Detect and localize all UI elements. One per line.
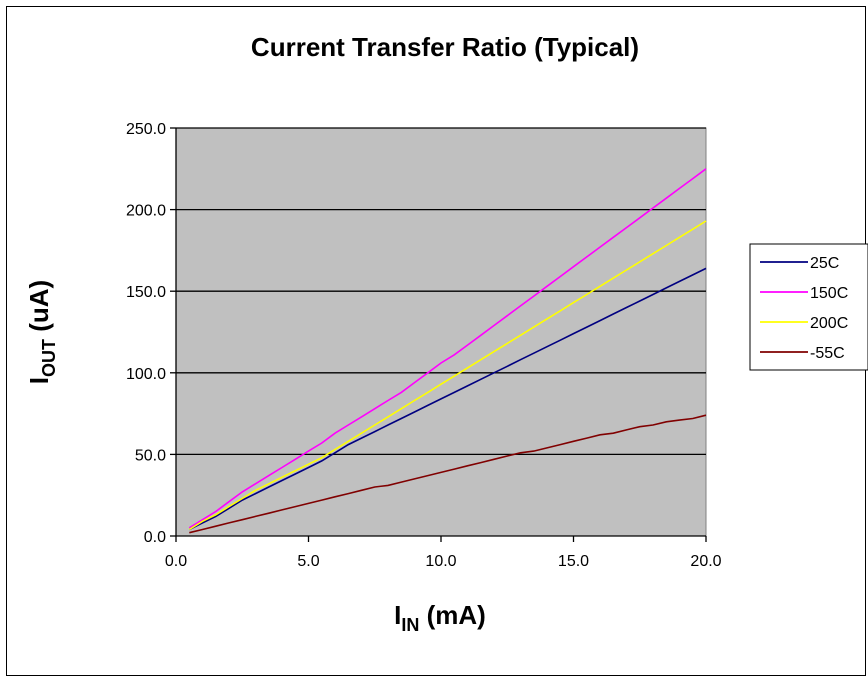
x-axis-title-main: I <box>394 600 401 630</box>
x-tick-label-2: 10.0 <box>425 553 456 570</box>
legend-label--55C: -55C <box>810 345 845 362</box>
legend-box <box>749 243 868 371</box>
y-tick-label-5: 250.0 <box>126 121 166 138</box>
x-tick-label-0: 0.0 <box>165 553 187 570</box>
axes <box>170 127 707 542</box>
grid-lines <box>176 127 706 456</box>
y-axis-title-subscript: OUT <box>39 339 59 377</box>
y-axis-title-unit: (uA) <box>24 280 54 339</box>
legend-label-150C: 150C <box>810 285 848 302</box>
chart-title: Current Transfer Ratio (Typical) <box>251 32 639 62</box>
x-axis-title: IIN (mA) <box>394 600 486 635</box>
legend: 25C 150C 200C -55C <box>749 243 868 371</box>
series-line--55C <box>189 414 707 534</box>
chart-canvas: Current Transfer Ratio (Typical) 0.0 5.0 1… <box>24 32 868 635</box>
series-lines <box>188 168 707 534</box>
y-tick-labels: 0.0 50.0 100.0 150.0 200.0 250.0 <box>126 121 166 546</box>
series-line-200C <box>188 220 707 531</box>
y-tick-label-3: 150.0 <box>126 284 166 301</box>
x-tick-label-4: 20.0 <box>690 553 721 570</box>
x-tick-label-1: 5.0 <box>297 553 319 570</box>
y-tick-label-4: 200.0 <box>126 203 166 220</box>
x-tick-label-3: 15.0 <box>558 553 589 570</box>
series-line-25C <box>188 267 707 531</box>
y-tick-label-2: 100.0 <box>126 366 166 383</box>
legend-label-200C: 200C <box>810 315 848 332</box>
x-axis-title-subscript: IN <box>401 615 419 635</box>
x-axis-title-unit: (mA) <box>419 600 485 630</box>
y-tick-label-1: 50.0 <box>135 447 166 464</box>
legend-items: 25C 150C 200C -55C <box>760 255 848 362</box>
y-axis-title-main: I <box>24 377 54 384</box>
plot-area <box>175 127 707 537</box>
series-line-150C <box>188 168 707 529</box>
x-tick-labels: 0.0 5.0 10.0 15.0 20.0 <box>165 553 722 570</box>
y-axis-title: IOUT (uA) <box>24 280 59 384</box>
y-tick-label-0: 0.0 <box>144 529 166 546</box>
legend-label-25C: 25C <box>810 255 839 272</box>
